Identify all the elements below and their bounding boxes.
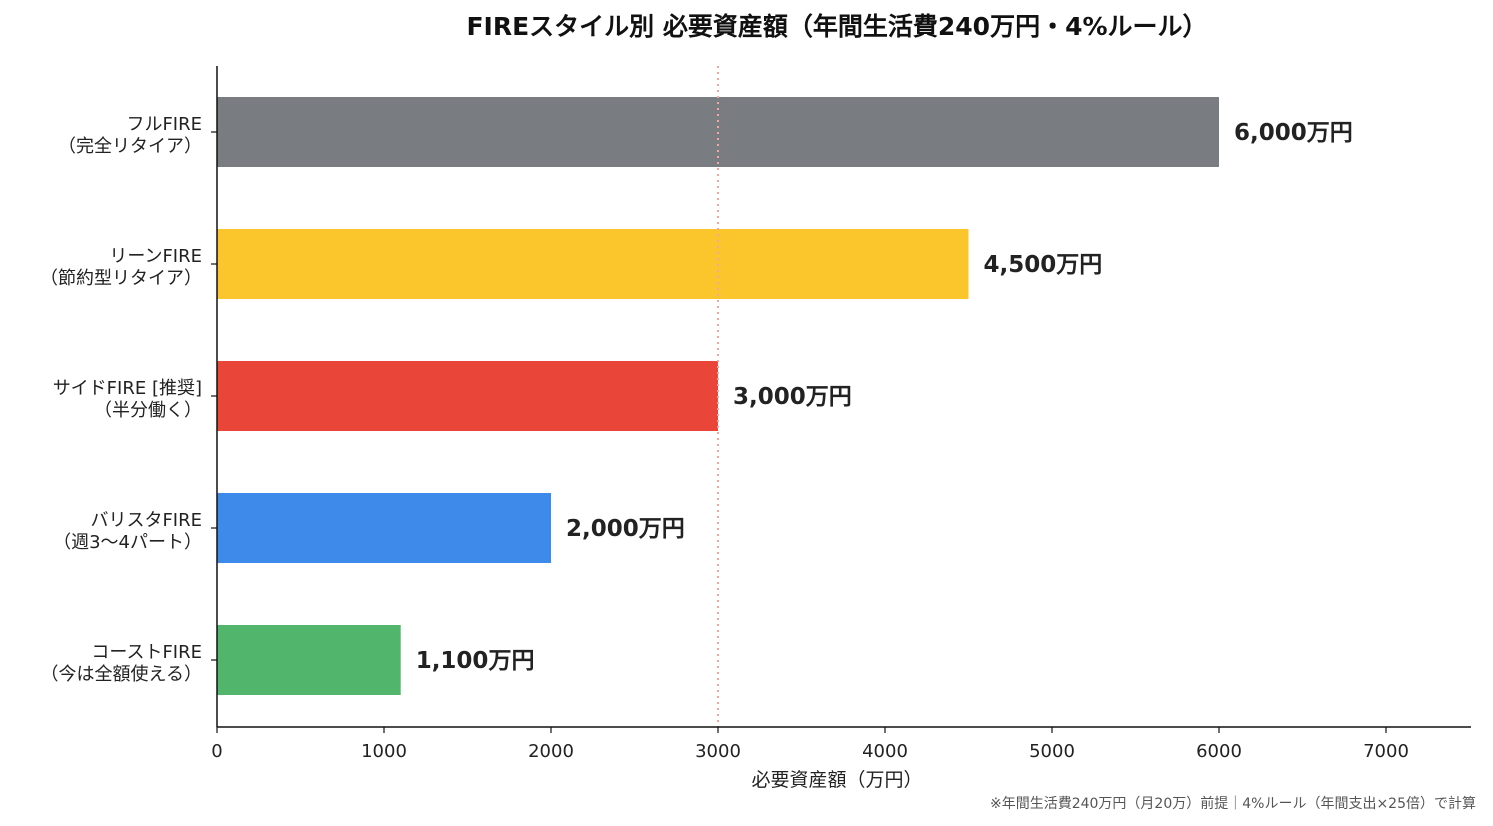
footnote: ※年間生活費240万円（月20万）前提｜4%ルール（年間支出×25倍）で計算: [990, 795, 1476, 812]
bar-2: [217, 361, 718, 431]
x-tick-label-3: 3000: [695, 741, 741, 762]
x-tick-label-5: 5000: [1029, 741, 1075, 762]
category-sublabel-0: （完全リタイア）: [58, 136, 202, 157]
category-label-2: サイドFIRE [推奨]: [53, 378, 202, 399]
value-label-3: 2,000万円: [566, 516, 685, 542]
x-axis-label: 必要資産額（万円）: [751, 769, 922, 791]
bar-4: [217, 625, 401, 695]
category-sublabel-1: （節約型リタイア）: [40, 268, 202, 289]
category-sublabel-2: （半分働く）: [94, 400, 202, 421]
y-labels-group: フルFIRE（完全リタイア） リーンFIRE（節約型リタイア） サイドFIRE [推…: [40, 114, 217, 685]
category-label-4: コーストFIRE: [91, 642, 202, 663]
category-label-3: バリスタFIRE: [90, 510, 202, 531]
x-tick-label-0: 0: [211, 741, 222, 762]
value-label-0: 6,000万円: [1234, 120, 1353, 146]
x-tick-label-7: 7000: [1363, 741, 1409, 762]
category-sublabel-4: （今は全額使える）: [41, 664, 202, 685]
value-label-4: 1,100万円: [416, 648, 535, 674]
bar-3: [217, 493, 551, 563]
value-label-2: 3,000万円: [733, 384, 852, 410]
x-tick-label-2: 2000: [528, 741, 574, 762]
category-label-1: リーンFIRE: [109, 246, 202, 267]
category-label-0: フルFIRE: [126, 114, 202, 135]
bar-1: [217, 229, 969, 299]
x-tick-label-4: 4000: [862, 741, 908, 762]
x-tick-label-6: 6000: [1196, 741, 1242, 762]
value-label-1: 4,500万円: [984, 252, 1103, 278]
category-sublabel-3: （週3〜4パート）: [53, 532, 202, 553]
value-labels-group: 6,000万円 4,500万円 3,000万円 2,000万円 1,100万円: [416, 120, 1353, 674]
x-tick-label-1: 1000: [361, 741, 407, 762]
chart-title: FIREスタイル別 必要資産額（年間生活費240万円・4%ルール）: [466, 12, 1207, 41]
x-ticks-group: 0 1000 2000 3000 4000 5000 6000 7000: [211, 727, 1409, 762]
bars-group: [217, 97, 1219, 695]
